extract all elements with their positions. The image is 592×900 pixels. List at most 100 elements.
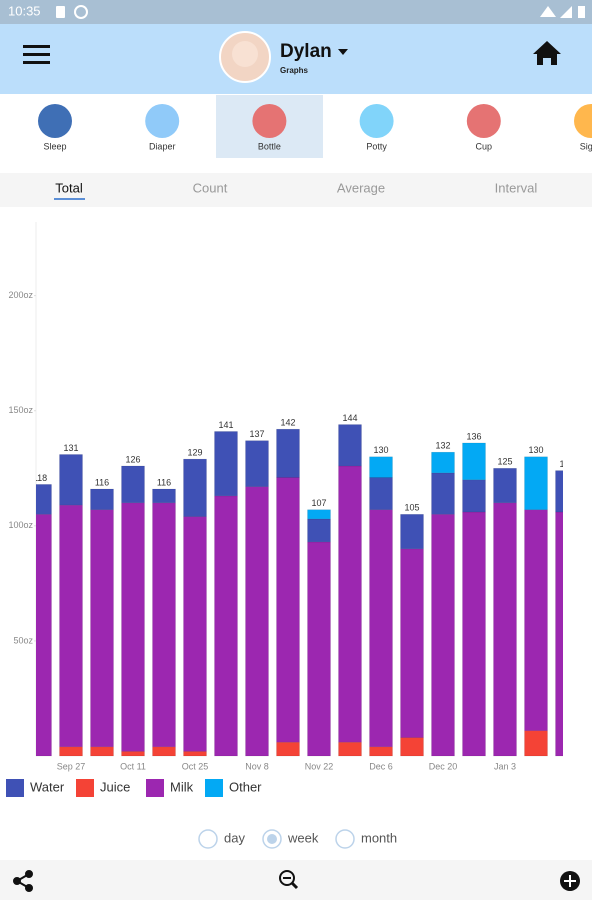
status-icon: [56, 6, 65, 18]
zoom-out-button[interactable]: [279, 870, 299, 890]
legend-label: Milk: [170, 779, 194, 794]
add-button[interactable]: [560, 871, 580, 891]
tab-label[interactable]: Average: [337, 180, 385, 195]
total-label: 144: [342, 413, 357, 423]
activity-label[interactable]: Sign l: [580, 141, 592, 151]
bar-segment: [121, 502, 145, 752]
total-label: 141: [218, 420, 233, 430]
activity-icon[interactable]: [38, 104, 72, 138]
tab-label[interactable]: Interval: [495, 180, 538, 195]
radio-label[interactable]: day: [224, 830, 245, 845]
activity-label[interactable]: Sleep: [43, 141, 66, 151]
activity-icon[interactable]: [466, 104, 501, 138]
bar-segment: [183, 751, 207, 757]
activity-icon[interactable]: [252, 104, 287, 138]
total-label: 132: [435, 441, 450, 451]
bar-segment: [431, 451, 455, 474]
status-icon: [74, 5, 88, 19]
bar-segment: [338, 424, 362, 467]
bar-segment: [369, 477, 393, 510]
bar-segment: [462, 511, 486, 757]
x-tick-label: Jan 3: [494, 761, 516, 771]
total-label: 118: [33, 473, 47, 483]
bar-segment: [524, 509, 548, 731]
child-name[interactable]: Dylan: [280, 41, 332, 62]
dropdown-arrow[interactable]: [338, 49, 348, 55]
menu-button[interactable]: [23, 45, 50, 64]
bar-segment: [555, 470, 563, 513]
screen-subtitle: Graphs: [280, 66, 309, 75]
total-label: 124: [559, 459, 574, 469]
bar-segment: [214, 495, 238, 757]
y-tick-label: 50oz: [13, 635, 33, 645]
bar-segment: [307, 509, 331, 520]
bar-segment: [369, 746, 393, 757]
tab-label[interactable]: Total: [55, 180, 83, 195]
activity-label[interactable]: Bottle: [258, 141, 281, 151]
bar-segment: [555, 511, 563, 757]
bar-segment: [400, 737, 424, 757]
bar-segment: [90, 509, 114, 748]
x-tick-label: Nov 22: [305, 761, 334, 771]
activity-label[interactable]: Diaper: [149, 141, 176, 151]
radio-label[interactable]: week: [287, 830, 319, 845]
activity-icon[interactable]: [359, 104, 394, 138]
total-label: 129: [187, 447, 202, 457]
radio-button[interactable]: [198, 829, 218, 849]
activity-icon[interactable]: [574, 104, 592, 138]
y-tick-label: 100oz: [8, 520, 33, 530]
legend-swatch: [76, 779, 94, 797]
signal-icon: [560, 6, 572, 18]
wifi-icon: [540, 6, 556, 17]
app-bar: [0, 24, 592, 94]
share-button[interactable]: [13, 870, 33, 892]
legend-swatch: [6, 779, 24, 797]
bar-segment: [59, 454, 83, 506]
bar-segment: [431, 514, 455, 757]
bar-segment: [90, 746, 114, 757]
total-label: 107: [311, 498, 326, 508]
home-button[interactable]: [533, 41, 561, 65]
bar-segment: [183, 516, 207, 752]
y-tick-label: 150oz: [8, 405, 33, 415]
bar-segment: [36, 484, 52, 515]
bar-segment: [338, 741, 362, 757]
avatar-face: [232, 41, 258, 67]
radio-label[interactable]: month: [361, 830, 397, 845]
bar-segment: [338, 465, 362, 743]
bar-segment: [183, 458, 207, 517]
bar-segment: [59, 504, 83, 748]
bar-segment: [307, 541, 331, 757]
bar-segment: [369, 456, 393, 478]
tab-label[interactable]: Count: [193, 180, 228, 195]
total-label: 105: [404, 503, 419, 513]
bar-segment: [462, 442, 486, 481]
bar-segment: [400, 514, 424, 550]
activity-label[interactable]: Potty: [366, 141, 387, 151]
bar-segment: [214, 431, 238, 497]
bar-segment: [524, 730, 548, 757]
total-label: 116: [95, 477, 109, 487]
x-tick-label: Nov 8: [245, 761, 269, 771]
legend-label: Juice: [100, 779, 130, 794]
activity-label[interactable]: Cup: [476, 141, 493, 151]
total-label: 116: [157, 477, 171, 487]
legend-swatch: [146, 779, 164, 797]
bar-segment: [152, 502, 176, 748]
activity-icon[interactable]: [145, 104, 180, 138]
total-label: 126: [125, 454, 140, 464]
bar-segment: [152, 746, 176, 757]
status-time: 10:35: [8, 3, 41, 18]
bar-segment: [369, 509, 393, 748]
radio-dot: [267, 834, 277, 844]
radio-button[interactable]: [335, 829, 355, 849]
bar-segment: [121, 751, 145, 757]
total-label: 131: [63, 443, 78, 453]
bar-segment: [400, 548, 424, 738]
total-label: 125: [497, 457, 512, 467]
bar-segment: [276, 477, 300, 743]
legend-label: Water: [30, 779, 65, 794]
bottom-bar: [0, 860, 592, 900]
status-bar: [0, 0, 592, 24]
